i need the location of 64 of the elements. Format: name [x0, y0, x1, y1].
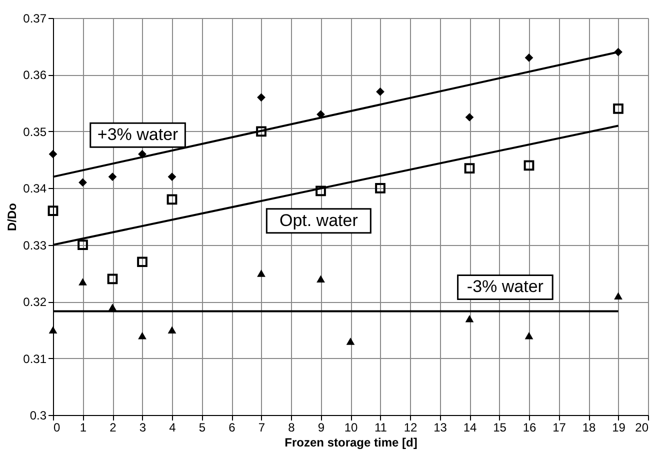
series-label: +3% water — [97, 125, 179, 144]
point — [256, 126, 266, 137]
x-tick-label: 3 — [139, 420, 146, 434]
point — [316, 275, 325, 283]
point — [524, 54, 534, 62]
x-tick-label: 9 — [318, 420, 325, 434]
point — [465, 113, 474, 122]
x-tick-label: 6 — [228, 420, 236, 434]
point — [524, 332, 534, 340]
point — [257, 270, 266, 277]
point — [108, 172, 117, 181]
point — [316, 110, 325, 119]
x-tick-label: 2 — [110, 420, 117, 434]
x-tick-label: 13 — [434, 420, 448, 434]
x-tick-label: 16 — [522, 420, 536, 434]
point — [613, 104, 624, 114]
point — [614, 292, 622, 300]
y-tick-label: 0.35 — [23, 124, 47, 139]
y-tick-label: 0.33 — [23, 238, 47, 252]
y-tick-label: 0.31 — [23, 352, 47, 366]
point — [107, 274, 118, 284]
y-tick-label: 0.3 — [30, 408, 47, 422]
x-tick-label: 12 — [404, 420, 418, 434]
point — [48, 206, 58, 216]
x-tick-label: 0 — [54, 420, 60, 434]
point — [346, 338, 355, 345]
point — [48, 150, 58, 158]
point — [78, 240, 88, 250]
point — [464, 163, 475, 174]
y-tick-label: 0.36 — [23, 68, 47, 82]
x-tick-label: 18 — [582, 420, 596, 434]
x-tick-label: 7 — [258, 420, 266, 434]
point — [524, 160, 534, 171]
point — [465, 314, 474, 322]
point — [257, 93, 266, 102]
point — [376, 88, 384, 96]
point — [168, 172, 176, 181]
point — [166, 194, 178, 205]
point — [48, 326, 58, 334]
x-tick-label: 5 — [198, 420, 206, 434]
x-tick-label: 8 — [288, 420, 296, 434]
x-tick-label: 10 — [344, 420, 358, 434]
x-tick-label: 14 — [463, 420, 477, 434]
y-tick-label: 0.34 — [23, 182, 47, 196]
series-label: Opt. water — [279, 210, 358, 230]
x-tick-label: 11 — [374, 420, 388, 434]
y-axis-title: D/Do — [5, 203, 20, 231]
x-tick-label: 4 — [169, 420, 176, 434]
point — [375, 182, 386, 194]
point — [168, 326, 176, 334]
y-tick-label: 0.37 — [23, 12, 47, 26]
x-tick-label: 17 — [552, 420, 566, 434]
point — [78, 178, 87, 187]
x-tick-label: 19 — [612, 420, 626, 434]
point — [138, 332, 146, 340]
x-axis-title: Frozen storage time [d] — [284, 436, 418, 450]
x-tick-label: 20 — [635, 420, 649, 434]
point — [316, 186, 326, 196]
x-tick-label: 1 — [80, 420, 87, 434]
y-tick-label: 0.32 — [23, 295, 47, 310]
point — [137, 256, 148, 268]
series-label: -3% water — [466, 277, 544, 296]
point — [78, 278, 87, 286]
x-tick-label: 15 — [493, 420, 507, 434]
